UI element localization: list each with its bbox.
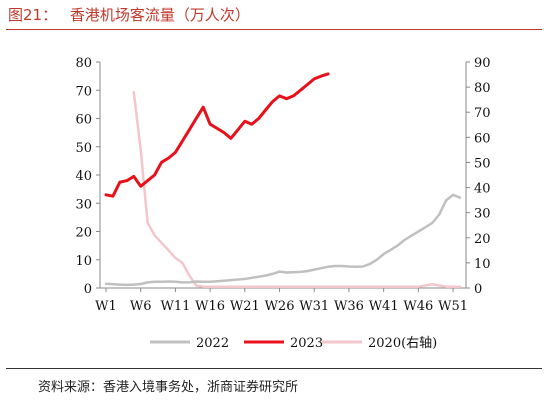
left-tick-label: 0 [84, 282, 92, 297]
right-tick-label: 0 [474, 282, 482, 297]
left-tick-label: 30 [75, 197, 92, 212]
right-tick-label: 10 [474, 257, 491, 272]
right-tick-label: 30 [474, 207, 491, 222]
figure-title: 图21： 香港机场客流量（万人次） [8, 4, 250, 25]
x-tick-label: W16 [195, 299, 225, 314]
x-tick-label: W21 [230, 299, 260, 314]
left-tick-label: 40 [75, 169, 92, 184]
left-tick-label: 20 [75, 226, 92, 241]
right-tick-label: 50 [474, 156, 491, 171]
left-tick-label: 50 [75, 141, 92, 156]
x-tick-label: W46 [403, 299, 433, 314]
figure-title-text: 香港机场客流量（万人次） [69, 6, 250, 24]
source-note: 资料来源：香港入境事务处，浙商证券研究所 [38, 380, 299, 395]
left-tick-label: 70 [75, 84, 92, 99]
left-tick-label: 80 [75, 56, 92, 71]
right-tick-label: 20 [474, 232, 491, 247]
x-tick-label: W11 [160, 299, 190, 314]
x-tick-label: W26 [265, 299, 295, 314]
x-tick-label: W41 [369, 299, 399, 314]
x-tick-label: W51 [438, 299, 468, 314]
title-rule [6, 29, 542, 30]
right-tick-label: 60 [474, 131, 491, 146]
right-tick-label: 40 [474, 182, 491, 197]
legend-label: 2020(右轴) [368, 336, 437, 351]
left-tick-label: 60 [75, 113, 92, 128]
series-line-2022 [104, 193, 462, 287]
source-rule [6, 368, 542, 369]
right-tick-label: 70 [474, 106, 491, 121]
series-line-2023 [104, 72, 330, 198]
right-tick-label: 80 [474, 81, 491, 96]
figure-label: 图21： [8, 6, 58, 24]
x-tick-label: W6 [130, 299, 152, 314]
series-line-2020 [132, 90, 462, 288]
x-tick-label: W31 [299, 299, 329, 314]
legend-label: 2023 [290, 336, 323, 351]
x-tick-label: W36 [334, 299, 364, 314]
left-tick-label: 10 [75, 254, 92, 269]
right-tick-label: 90 [474, 56, 491, 71]
x-tick-label: W1 [95, 299, 117, 314]
legend-label: 2022 [196, 336, 229, 351]
